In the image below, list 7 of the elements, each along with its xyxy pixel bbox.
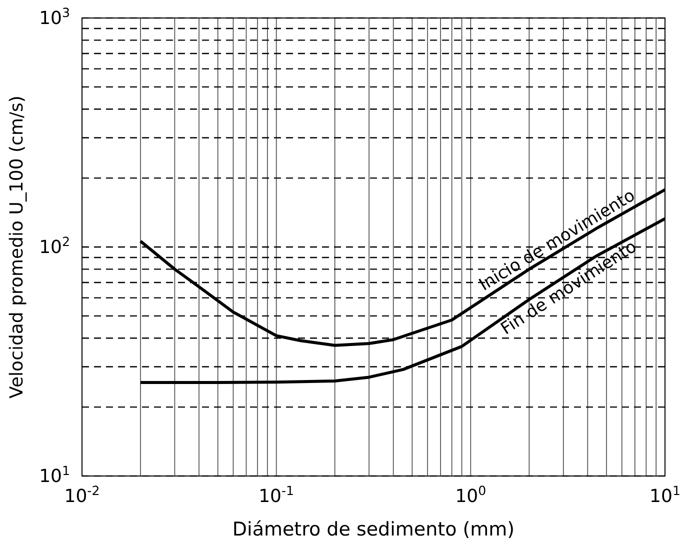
- y-tick-label: 10$^{3}$: [39, 4, 70, 29]
- x-axis-title: Diámetro de sedimento (mm): [232, 518, 515, 540]
- y-axis-title: Velocidad promedio U_100 (cm/s): [6, 96, 28, 398]
- x-tick-label: 10$^{-1}$: [258, 482, 294, 507]
- x-tick-label: 10$^{1}$: [650, 482, 680, 507]
- x-tick-label: 10$^{0}$: [455, 482, 486, 507]
- y-tick-label: 10$^{2}$: [39, 234, 70, 258]
